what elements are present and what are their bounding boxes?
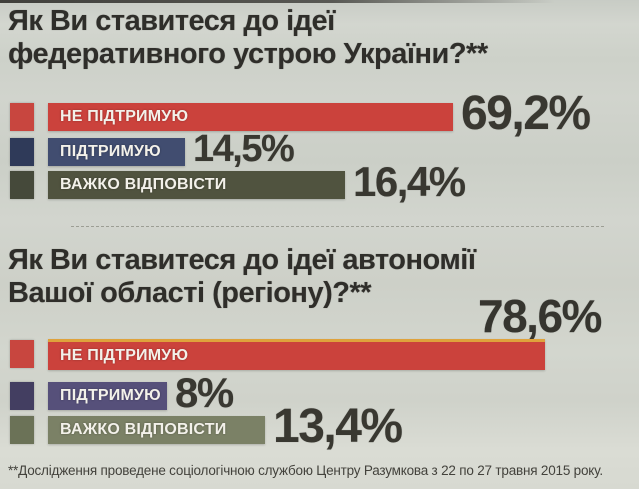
scan-artifact-line — [0, 0, 555, 3]
value-label: 14,5% — [193, 128, 295, 170]
legend-swatch-olive-light — [10, 416, 34, 444]
chart-1-title: Як Ви ставитеся до ідеї федеративного ус… — [8, 5, 488, 71]
bar-hard-to-answer: ВАЖКО ВІДПОВІСТИ — [48, 171, 345, 199]
chart-2-title: Як Ви ставитеся до ідеї автономії Вашої … — [8, 244, 476, 310]
chart-2-bar-row-support: ПІДТРИМУЮ 8% — [10, 372, 234, 414]
legend-swatch-olive — [10, 171, 34, 199]
bar-support: ПІДТРИМУЮ — [48, 382, 167, 410]
legend-swatch-red — [10, 340, 34, 368]
bar-label: НЕ ПІДТРИМУЮ — [60, 108, 189, 125]
chart-2-bar-row-not-support: НЕ ПІДТРИМУЮ — [10, 338, 553, 370]
legend-swatch-purple — [10, 382, 34, 410]
chart-1-bar-row-hard-to-answer: ВАЖКО ВІДПОВІСТИ 16,4% — [10, 161, 466, 203]
bar-not-support: НЕ ПІДТРИМУЮ — [48, 338, 545, 370]
bar-label: ПІДТРИМУЮ — [60, 387, 161, 404]
bar-label: ПІДТРИМУЮ — [60, 143, 161, 160]
bar-support: ПІДТРИМУЮ — [48, 138, 185, 166]
chart-1-title-line-1: Як Ви ставитеся до ідеї — [8, 5, 335, 37]
value-label: 8% — [175, 369, 234, 416]
bar-label: НЕ ПІДТРИМУЮ — [60, 346, 189, 364]
chart-1-bar-row-support: ПІДТРИМУЮ 14,5% — [10, 130, 295, 168]
chart-2-bar-row-hard-to-answer: ВАЖКО ВІДПОВІСТИ 13,4% — [10, 403, 403, 451]
legend-swatch-red — [10, 103, 34, 131]
legend-swatch-navy — [10, 138, 34, 166]
bar-not-support: НЕ ПІДТРИМУЮ — [48, 103, 453, 131]
section-divider — [71, 226, 604, 227]
bar-hard-to-answer: ВАЖКО ВІДПОВІСТИ — [48, 416, 265, 444]
chart-1-title-line-2: федеративного устрою України?** — [8, 38, 488, 70]
chart-2-title-line-2: Вашої області (регіону)?** — [8, 277, 372, 309]
value-label: 13,4% — [273, 400, 403, 453]
value-label: 16,4% — [353, 158, 466, 205]
source-footnote: **Дослідження проведене соціологічною сл… — [8, 463, 603, 478]
bar-label: ВАЖКО ВІДПОВІСТИ — [60, 176, 227, 193]
bar-label: ВАЖКО ВІДПОВІСТИ — [60, 421, 227, 438]
chart-2-headline-value: 78,6% — [478, 290, 602, 342]
chart-2-title-line-1: Як Ви ставитеся до ідеї автономії — [8, 244, 476, 276]
chart-1-bar-row-not-support: НЕ ПІДТРИМУЮ 69,2% — [10, 90, 591, 138]
value-label: 69,2% — [461, 87, 591, 140]
